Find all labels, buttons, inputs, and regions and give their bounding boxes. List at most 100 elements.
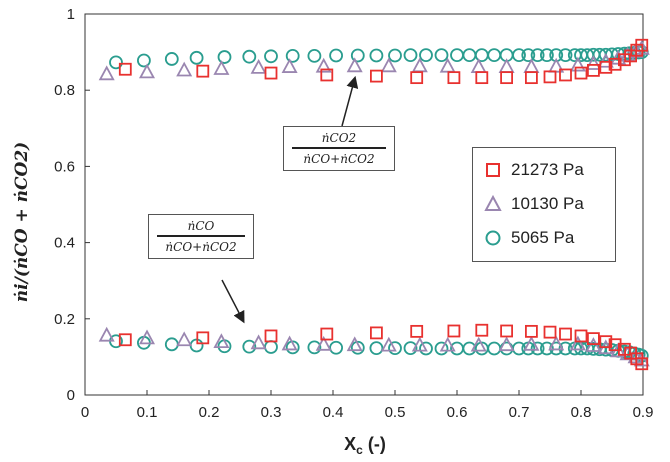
y-axis-label: ṅi/(ṅCO + ṅCO2) — [10, 142, 34, 302]
x-tick-label: 0.4 — [323, 404, 344, 421]
data-point-circle-upper — [419, 48, 433, 63]
annotation-numerator: ṅCO2 — [321, 131, 357, 145]
data-point-triangle-upper — [346, 57, 363, 73]
data-point-triangle-lower — [315, 335, 332, 351]
legend-item-5065: 5065 Pa — [481, 226, 574, 250]
data-point-triangle-upper — [315, 57, 332, 73]
data-point-circle-upper — [109, 55, 123, 70]
data-point-triangle-lower — [176, 331, 193, 347]
data-point-square-upper — [410, 71, 424, 85]
data-point-square-lower — [447, 324, 461, 338]
data-point-square-lower — [599, 335, 613, 349]
data-point-triangle-upper — [380, 57, 397, 73]
legend-item-21273: 21273 Pa — [481, 158, 584, 182]
data-point-circle-lower — [419, 341, 433, 356]
x-tick-label: 0 — [81, 404, 89, 421]
data-point-square-upper — [196, 64, 210, 78]
data-point-triangle-lower — [569, 335, 586, 351]
data-point-circle-lower — [487, 341, 502, 356]
y-tick-label: 0.6 — [54, 158, 75, 175]
data-point-circle-upper — [285, 49, 300, 63]
data-point-square-upper — [543, 70, 557, 84]
triangle-marker-icon — [484, 194, 502, 211]
data-point-triangle-lower — [213, 333, 230, 349]
data-point-square-lower — [264, 329, 278, 343]
data-point-circle-upper — [474, 48, 489, 63]
annotation-arrow-upper — [341, 75, 359, 127]
data-point-circle-lower — [164, 337, 179, 352]
data-point-circle-lower — [530, 341, 545, 356]
annotation-denominator: ṅCO+ṅCO2 — [303, 152, 375, 166]
data-point-triangle-lower — [548, 335, 565, 351]
data-point-square-lower — [587, 332, 600, 346]
y-tick-label: 0.2 — [54, 311, 75, 328]
data-point-square-upper — [525, 71, 538, 85]
data-point-circle-upper — [530, 48, 545, 63]
data-point-square-lower — [369, 326, 383, 340]
fraction-bar — [292, 147, 386, 149]
data-point-circle-upper — [164, 52, 179, 66]
annotation-denominator: ṅCO+ṅCO2 — [165, 240, 237, 254]
data-point-triangle-lower — [138, 329, 156, 345]
data-point-circle-upper — [450, 48, 464, 63]
x-tick-label: 0.9 — [633, 404, 654, 421]
data-point-triangle-lower — [98, 326, 115, 342]
data-point-circle-upper — [189, 50, 204, 65]
data-point-triangle-upper — [213, 60, 230, 75]
y-axis-label-text: ṅi/(ṅCO + ṅCO2) — [12, 141, 32, 303]
data-point-square-lower — [475, 323, 489, 337]
data-point-square-upper — [599, 60, 613, 74]
data-point-triangle-lower — [523, 335, 540, 351]
data-point-triangle-upper — [176, 61, 193, 77]
data-point-square-upper — [264, 66, 278, 80]
data-point-circle-upper — [329, 48, 344, 63]
data-point-triangle-lower — [439, 336, 456, 352]
x-tick-label: 0.6 — [447, 404, 468, 421]
data-point-triangle-lower — [380, 336, 397, 352]
annotation-co2-fraction: ṅCO2 ṅCO+ṅCO2 — [283, 126, 395, 171]
data-point-circle-upper — [369, 48, 384, 63]
data-point-circle-upper — [512, 48, 526, 63]
data-point-triangle-lower — [411, 336, 428, 352]
annotation-numerator: ṅCO — [187, 219, 215, 233]
data-point-triangle-upper — [585, 55, 602, 70]
data-point-circle-upper — [462, 48, 477, 63]
data-point-square-upper — [118, 62, 132, 76]
data-point-circle-upper — [558, 48, 573, 63]
y-tick-label: 0 — [67, 387, 75, 404]
data-point-circle-upper — [521, 48, 536, 63]
x-tick-label: 0.5 — [385, 404, 406, 421]
data-point-triangle-lower — [633, 351, 650, 367]
data-point-square-lower — [500, 324, 514, 338]
data-point-circle-lower — [329, 340, 344, 355]
annotation-arrow-lower — [221, 279, 245, 324]
data-point-circle-upper — [487, 48, 502, 63]
legend-item-10130: 10130 Pa — [481, 192, 584, 216]
y-tick-label: 0.4 — [54, 235, 75, 252]
data-point-square-upper — [587, 63, 600, 77]
data-point-circle-upper — [403, 48, 418, 63]
annotation-arrows — [221, 75, 359, 324]
data-point-triangle-lower — [281, 335, 298, 351]
data-point-circle-lower — [434, 341, 449, 356]
x-tick-label: 0.3 — [261, 404, 282, 421]
legend-label: 21273 Pa — [511, 160, 584, 179]
data-point-circle-lower — [350, 340, 365, 355]
data-point-triangle-upper — [281, 58, 298, 73]
data-point-circle-upper — [307, 49, 322, 63]
data-point-triangle-lower — [346, 336, 363, 352]
data-point-triangle-upper — [569, 56, 586, 72]
x-tick-label: 0.2 — [199, 404, 220, 421]
data-point-triangle-lower — [250, 334, 267, 350]
data-point-square-lower — [525, 324, 538, 338]
tick-labels: 0 0.1 0.2 0.3 0.4 0.5 0.6 0.7 0.8 0.9 0 0.2 0.4 0.6 0.… — [54, 6, 653, 421]
data-point-circle-upper — [434, 48, 449, 63]
data-point-circle-upper — [540, 48, 554, 63]
data-point-square-lower — [320, 327, 334, 341]
data-point-circle-upper — [388, 48, 402, 63]
data-point-triangle-lower — [470, 336, 487, 352]
x-tick-label: 0.8 — [571, 404, 592, 421]
x-axis-label: Xc (-) — [344, 434, 386, 457]
data-point-square-lower — [410, 324, 424, 338]
data-point-circle-upper — [264, 49, 278, 64]
